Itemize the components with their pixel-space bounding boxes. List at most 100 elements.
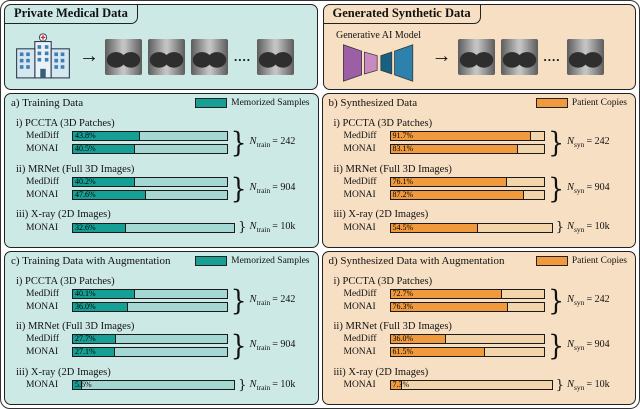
generative-ai-model-label: Generative AI Model	[336, 29, 421, 41]
n-sub: syn	[574, 297, 585, 307]
bar-label: MONAI	[343, 189, 376, 200]
n-var: N	[567, 339, 575, 351]
ellipsis: ....	[543, 48, 561, 64]
n-sub: train	[256, 297, 271, 307]
bar-row: MedDiff 91.7%	[343, 131, 546, 142]
n-sub: syn	[574, 140, 585, 150]
hospital-door	[40, 68, 46, 78]
bar-row: MONAI 83.1%	[344, 144, 546, 155]
xray-image	[500, 38, 538, 75]
bar-value: 76.1%	[392, 176, 414, 186]
bar-fill	[73, 381, 83, 390]
n-value: = 904	[586, 181, 610, 193]
bar-fill	[73, 190, 147, 199]
sample-count: Nsyn = 904	[567, 339, 629, 352]
bar-label: MONAI	[26, 347, 59, 358]
bar-label: MONAI	[26, 222, 59, 233]
bar-label: MONAI	[343, 222, 376, 233]
legend-swatch	[535, 98, 568, 108]
sample-count: Nsyn = 10k	[567, 221, 629, 234]
group-body: MedDiff 40.2% MONAI 47.6%	[11, 172, 312, 205]
bar-value: 76.3%	[392, 301, 414, 311]
n-var: N	[249, 181, 257, 193]
bar-label: MedDiff	[343, 288, 377, 299]
panel-head: c) Training Data with Augmentation Memor…	[11, 255, 312, 267]
bar: 91.7%	[389, 131, 546, 142]
bar: 32.6%	[72, 222, 236, 233]
legend-swatch	[535, 255, 568, 266]
bar-fill	[390, 190, 525, 199]
bar-value: 36.0%	[75, 301, 96, 311]
panel-body: i) PCCTA (3D Patches) MedDiff 43.8%	[11, 110, 312, 243]
group-title: i) PCCTA (3D Patches)	[16, 118, 115, 130]
chart-group-xray: iii) X-ray (2D Images) MONAI 32.6%	[11, 209, 312, 234]
legend-label: Patient Copies	[571, 98, 627, 108]
xray-image	[148, 38, 185, 75]
bar-label: MedDiff	[343, 334, 377, 345]
panel-head: d) Synthesized Data with Augmentation Pa…	[329, 255, 630, 267]
bar-rows: MONAI 54.5%	[343, 222, 553, 233]
bar-fill	[390, 177, 508, 186]
group-title: ii) MRNet (Full 3D Images)	[16, 163, 135, 175]
n-sub: syn	[574, 185, 585, 195]
n-var: N	[249, 221, 257, 233]
private-data-title: Private Medical Data	[4, 5, 138, 24]
bar-label: MedDiff	[343, 176, 377, 187]
bar: 87.2%	[389, 189, 546, 200]
chart-group-mrnet: ii) MRNet (Full 3D Images) MedDiff 36.0%	[329, 321, 630, 360]
hospital-windows	[19, 44, 65, 69]
n-var: N	[249, 378, 257, 390]
panel-title: a) Training Data	[11, 97, 84, 109]
n-var: N	[567, 181, 575, 193]
bar-label: MONAI	[26, 144, 59, 155]
bar-value: 40.2%	[75, 176, 96, 186]
brace: }	[230, 284, 247, 317]
panel-c-training-augmented: c) Training Data with Augmentation Memor…	[4, 250, 319, 405]
brace: }	[230, 172, 247, 205]
panel-title: c) Training Data with Augmentation	[11, 254, 171, 267]
sample-count: Ntrain = 904	[250, 339, 312, 352]
synthetic-data-flow: Generative AI Model → ....	[324, 24, 636, 89]
charts-grid: a) Training Data Memorized Samples i) PC…	[4, 93, 636, 405]
group-title: ii) MRNet (Full 3D Images)	[333, 163, 452, 175]
sample-count: Nsyn = 904	[567, 182, 629, 195]
bar-label: MedDiff	[343, 131, 377, 142]
arrow-icon: →	[431, 44, 452, 67]
bar-row: MedDiff 76.1%	[343, 176, 546, 187]
panel-d-synthesized-augmented: d) Synthesized Data with Augmentation Pa…	[321, 250, 636, 405]
legend: Patient Copies	[535, 255, 627, 266]
group-body: MedDiff 27.7% MONAI 27.1%	[11, 332, 312, 360]
bar: 40.1%	[72, 288, 228, 299]
brace: }	[238, 377, 247, 393]
n-value: = 242	[586, 293, 610, 305]
n-value: = 242	[272, 136, 296, 148]
group-body: MONAI 54.5% } Nsyn = 10k	[329, 221, 630, 234]
n-var: N	[249, 136, 257, 148]
hospital-icon	[16, 32, 70, 78]
n-sub: train	[256, 140, 271, 150]
n-sub: train	[256, 185, 271, 195]
n-value: = 10k	[586, 378, 610, 390]
medical-cross-icon	[40, 34, 46, 40]
bar: 47.6%	[72, 189, 228, 200]
bar-value: 83.1%	[392, 144, 414, 154]
chart-group-xray: iii) X-ray (2D Images) MONAI 7.3%	[329, 367, 630, 392]
bar-fill	[73, 223, 126, 232]
n-var: N	[567, 221, 575, 233]
generative-model-icon	[342, 43, 413, 82]
sample-count: Ntrain = 904	[250, 182, 312, 195]
sample-count: Nsyn = 242	[567, 294, 629, 307]
group-body: MONAI 7.3% } Nsyn = 10k	[329, 379, 630, 392]
group-title: iii) X-ray (2D Images)	[16, 366, 111, 378]
bar-row: MedDiff 27.7%	[26, 334, 228, 345]
bar-rows: MedDiff 40.2% MONAI 47.6%	[26, 176, 228, 200]
legend-label: Memorized Samples	[231, 255, 310, 266]
panel-body: i) PCCTA (3D Patches) MedDiff 91.7%	[329, 110, 630, 243]
arrow-icon: →	[79, 44, 99, 67]
bar-value: 27.7%	[75, 334, 96, 344]
brace: }	[548, 126, 564, 160]
bar-rows: MedDiff 27.7% MONAI 27.1%	[26, 334, 228, 358]
bar-rows: MedDiff 72.7% MONAI 76.3%	[343, 288, 546, 312]
bar-row: MONAI 27.1%	[26, 347, 228, 358]
